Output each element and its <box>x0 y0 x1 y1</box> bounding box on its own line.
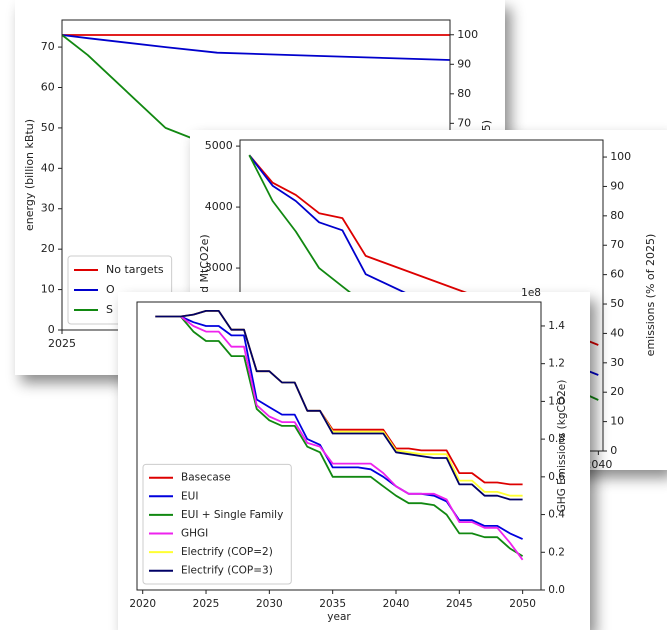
x-axis-label: year <box>327 611 351 623</box>
x-tick-label: 2040 <box>584 458 612 471</box>
legend-label: Basecase <box>181 472 231 484</box>
y-tick-label: 0 <box>48 323 55 336</box>
series-line <box>248 154 599 346</box>
legend-label: O <box>106 283 115 296</box>
x-tick-label: 2020 <box>129 598 156 610</box>
x-tick-label: 2025 <box>48 337 76 350</box>
legend-label: Electrify (COP=2) <box>181 546 273 558</box>
y-tick-label: 10 <box>610 415 624 428</box>
y2-axis-label: emissions (% of 2025) <box>644 234 657 357</box>
y-tick-label: 5000 <box>205 139 233 152</box>
y-tick-label: 100 <box>610 150 631 163</box>
axis-offset: 1e8 <box>521 287 541 299</box>
y-tick-label: 50 <box>41 121 55 134</box>
x-tick-label: 2040 <box>383 598 410 610</box>
legend-label: No targets <box>106 263 164 276</box>
y-tick-label: 0.8 <box>548 433 565 445</box>
legend-label: S <box>106 303 113 316</box>
y-tick-label: 1.2 <box>548 358 565 370</box>
y-tick-label: 30 <box>610 356 624 369</box>
y-tick-label: 60 <box>610 268 624 281</box>
y-axis-label: energy (billion kBtu) <box>23 119 36 231</box>
y-tick-label: 40 <box>41 161 55 174</box>
x-tick-label: 2035 <box>319 598 346 610</box>
y-tick-label: 20 <box>610 385 624 398</box>
y-tick-label: 0.2 <box>548 546 565 558</box>
y-tick-label: 1.4 <box>548 320 565 332</box>
series-line <box>62 34 450 61</box>
series-line <box>155 315 524 561</box>
y-tick-label: 10 <box>41 283 55 296</box>
chart-panel: 2020 2025 2030 2035 2040 2045 2050 0.0 0.2 0.4 0.6… <box>118 287 590 630</box>
y-tick-label: 0.6 <box>548 471 565 483</box>
y-tick-label: 0.0 <box>548 584 565 596</box>
y-tick-label: 100 <box>457 28 478 41</box>
series-line <box>155 310 523 501</box>
y-tick-label: 20 <box>41 242 55 255</box>
y-tick-label: 70 <box>41 40 55 53</box>
legend-label: EUI + Single Family <box>181 509 283 521</box>
y-tick-label: 70 <box>457 116 471 129</box>
legend-label: EUI <box>181 490 198 502</box>
y-axis-label: nd MtCO2e) <box>198 234 211 300</box>
axes-frame <box>136 301 542 591</box>
y-tick-label: 90 <box>610 179 624 192</box>
y-tick-label: 30 <box>41 202 55 215</box>
legend-label: GHGI <box>181 528 208 540</box>
y-tick-label: 1.0 <box>548 395 565 407</box>
legend-box <box>142 463 292 585</box>
y-tick-label: 4000 <box>205 200 233 213</box>
y-tick-label: 40 <box>610 326 624 339</box>
legend-label: Electrify (COP=3) <box>181 565 273 577</box>
x-tick-label: 2030 <box>256 598 283 610</box>
y-tick-label: 80 <box>457 87 471 100</box>
legend: Basecase EUI EUI + Single Family GHGI Electr… <box>142 463 292 585</box>
x-tick-label: 2050 <box>509 598 536 610</box>
x-tick-label: 2045 <box>446 598 473 610</box>
x-tick-label: 2025 <box>193 598 220 610</box>
y-tick-label: 50 <box>610 297 624 310</box>
y-tick-label: 90 <box>457 57 471 70</box>
y-tick-label: 80 <box>610 209 624 222</box>
y-tick-label: 0.4 <box>548 509 565 521</box>
y-tick-label: 70 <box>610 238 624 251</box>
y2-axis-label: GHG Emissions (kgCO2e) <box>556 380 568 513</box>
series-line <box>155 315 524 557</box>
series-line <box>155 315 523 540</box>
y-tick-label: 3000 <box>205 261 233 274</box>
y-tick-label: 0 <box>610 444 617 457</box>
y-tick-label: 60 <box>41 80 55 93</box>
